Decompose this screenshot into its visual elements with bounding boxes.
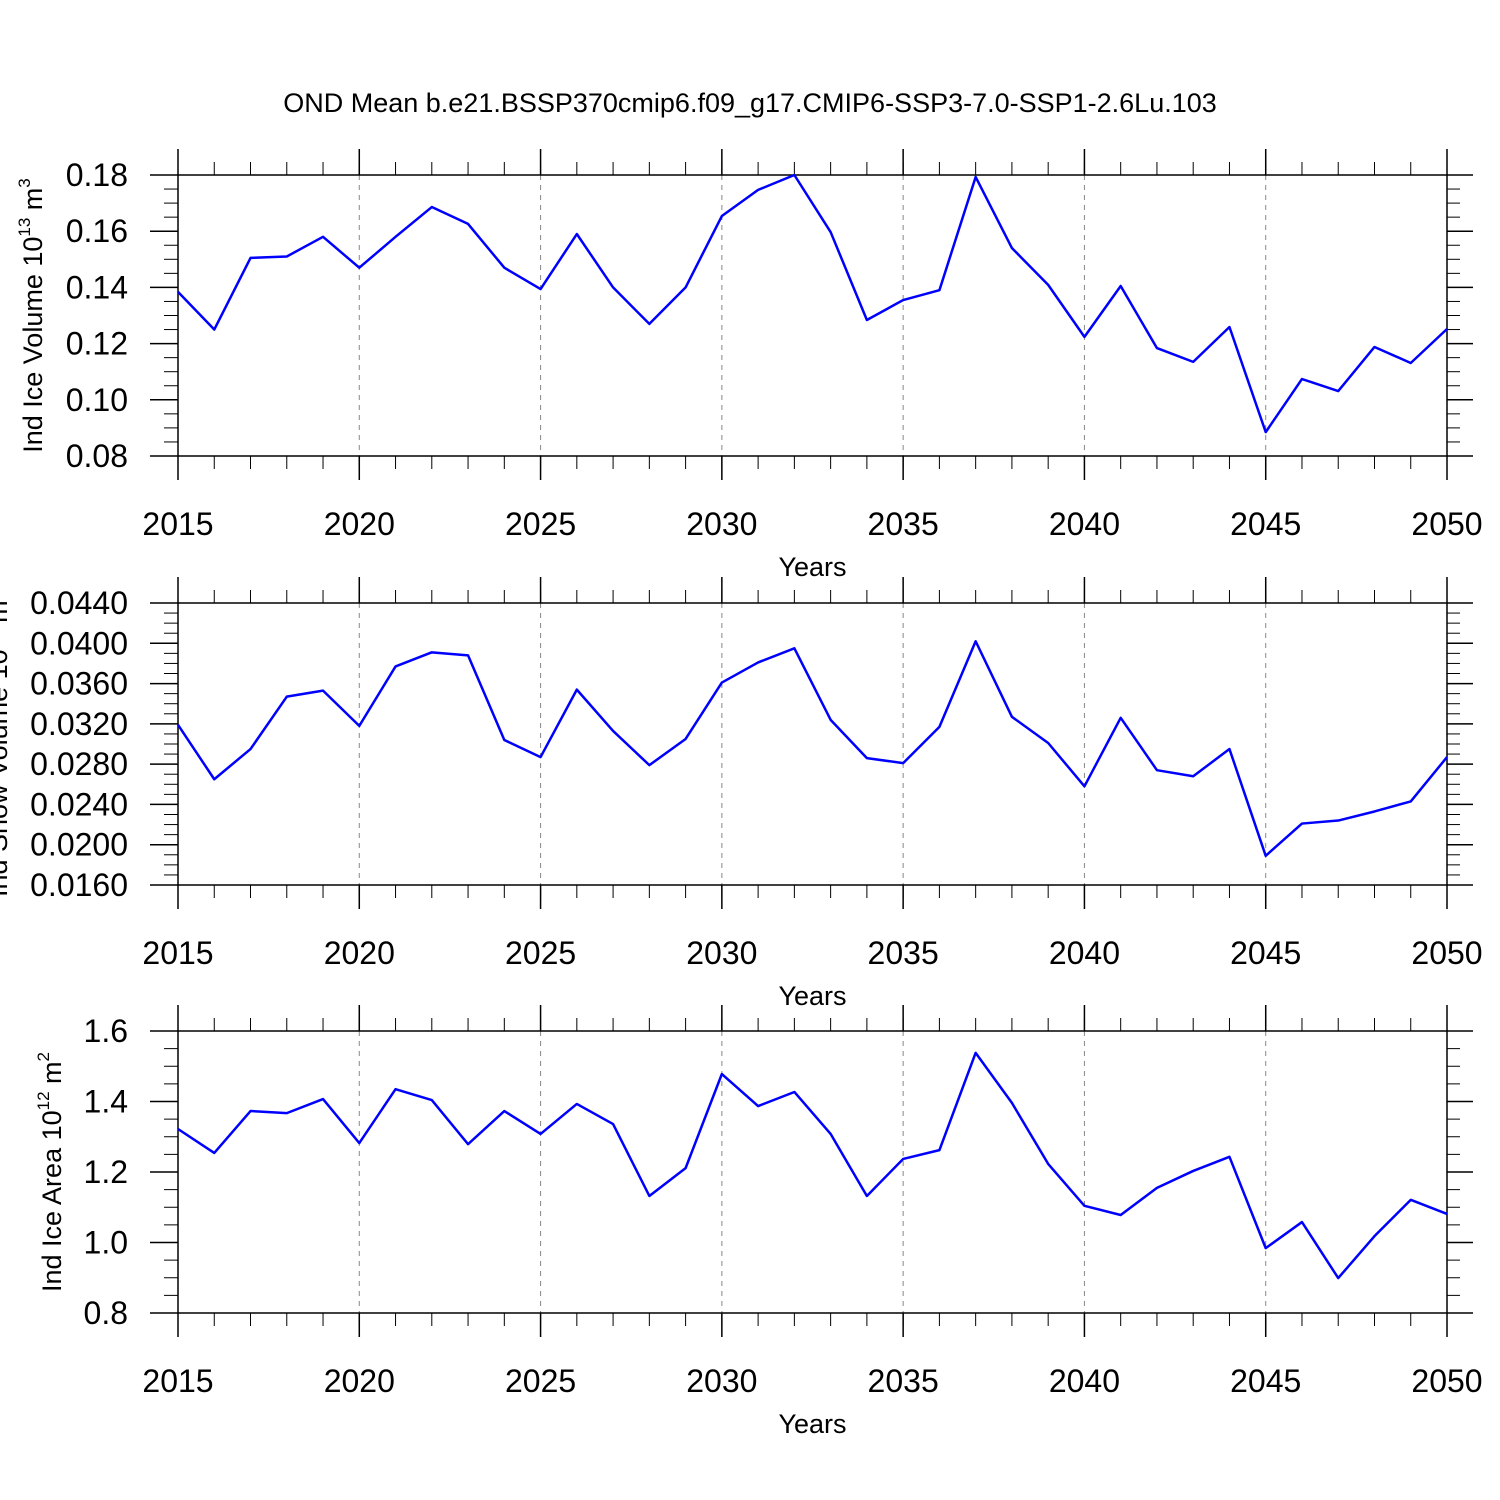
x-tick-label: 2035 [868, 935, 939, 971]
x-tick-label: 2015 [142, 1363, 213, 1399]
y-tick-label: 0.8 [84, 1295, 128, 1331]
y-axis-label-exponent: 3 [15, 178, 34, 187]
x-axis-label: Years [778, 981, 846, 1011]
y-axis-label-part: m [18, 188, 48, 218]
y-tick-label: 1.2 [84, 1154, 128, 1190]
y-axis-label: Ind Snow Volume 1013 m3 [0, 591, 13, 897]
y-axis-label-part: Ind Ice Volume 10 [18, 237, 48, 453]
y-tick-label: 0.0360 [30, 666, 128, 702]
y-tick-label: 1.6 [84, 1013, 128, 1049]
x-tick-label: 2040 [1049, 935, 1120, 971]
x-tick-label: 2025 [505, 935, 576, 971]
x-tick-label: 2050 [1411, 935, 1482, 971]
x-tick-label: 2015 [142, 506, 213, 542]
x-tick-label: 2050 [1411, 1363, 1482, 1399]
x-tick-label: 2015 [142, 935, 213, 971]
y-axis-label-exponent: 12 [34, 1091, 53, 1110]
y-tick-label: 0.12 [66, 326, 128, 362]
y-axis-label-part: m [0, 600, 13, 630]
y-axis-label-exponent: 13 [15, 218, 34, 237]
x-tick-label: 2025 [505, 506, 576, 542]
y-axis-label-part: Ind Snow Volume 10 [0, 649, 13, 897]
y-tick-label: 0.10 [66, 382, 128, 418]
x-tick-label: 2045 [1230, 935, 1301, 971]
y-tick-label: 1.0 [84, 1225, 128, 1261]
x-tick-label: 2040 [1049, 1363, 1120, 1399]
x-tick-label: 2040 [1049, 506, 1120, 542]
x-tick-label: 2035 [868, 506, 939, 542]
x-axis-label: Years [778, 1409, 846, 1439]
data-line [176, 640, 1448, 858]
y-tick-label: 0.0240 [30, 786, 128, 822]
y-axis-label: Ind Ice Volume 1013 m3 [15, 178, 48, 453]
x-tick-label: 2045 [1230, 1363, 1301, 1399]
y-tick-label: 0.0320 [30, 706, 128, 742]
x-axis-label: Years [778, 552, 846, 582]
x-tick-label: 2030 [686, 506, 757, 542]
y-tick-label: 0.14 [66, 269, 128, 305]
x-tick-label: 2030 [686, 935, 757, 971]
x-tick-label: 2035 [868, 1363, 939, 1399]
y-tick-label: 0.0280 [30, 746, 128, 782]
x-tick-label: 2020 [324, 1363, 395, 1399]
y-tick-label: 0.0400 [30, 625, 128, 661]
y-tick-label: 0.16 [66, 213, 128, 249]
y-tick-label: 0.0200 [30, 827, 128, 863]
plot-frame [177, 1030, 1448, 1314]
x-tick-label: 2020 [324, 935, 395, 971]
y-axis-label: Ind Ice Area 1012 m2 [34, 1052, 67, 1292]
x-tick-label: 2045 [1230, 506, 1301, 542]
y-axis-label-part: Ind Ice Area 10 [37, 1110, 67, 1292]
plot-frame [177, 174, 1448, 457]
y-tick-label: 0.18 [66, 157, 128, 193]
data-line [177, 1051, 1448, 1280]
y-tick-label: 0.0440 [30, 585, 128, 621]
y-tick-label: 1.4 [84, 1084, 128, 1120]
y-tick-label: 0.08 [66, 438, 128, 474]
chart-title: OND Mean b.e21.BSSP370cmip6.f09_g17.CMIP… [283, 88, 1217, 118]
x-tick-label: 2030 [686, 1363, 757, 1399]
x-tick-label: 2020 [324, 506, 395, 542]
y-tick-label: 0.0160 [30, 867, 128, 903]
data-line [177, 173, 1448, 434]
y-axis-label-part: m [37, 1061, 67, 1091]
x-tick-label: 2050 [1411, 506, 1482, 542]
y-axis-label-exponent: 2 [34, 1052, 53, 1061]
plot-frame [177, 602, 1448, 886]
x-tick-label: 2025 [505, 1363, 576, 1399]
